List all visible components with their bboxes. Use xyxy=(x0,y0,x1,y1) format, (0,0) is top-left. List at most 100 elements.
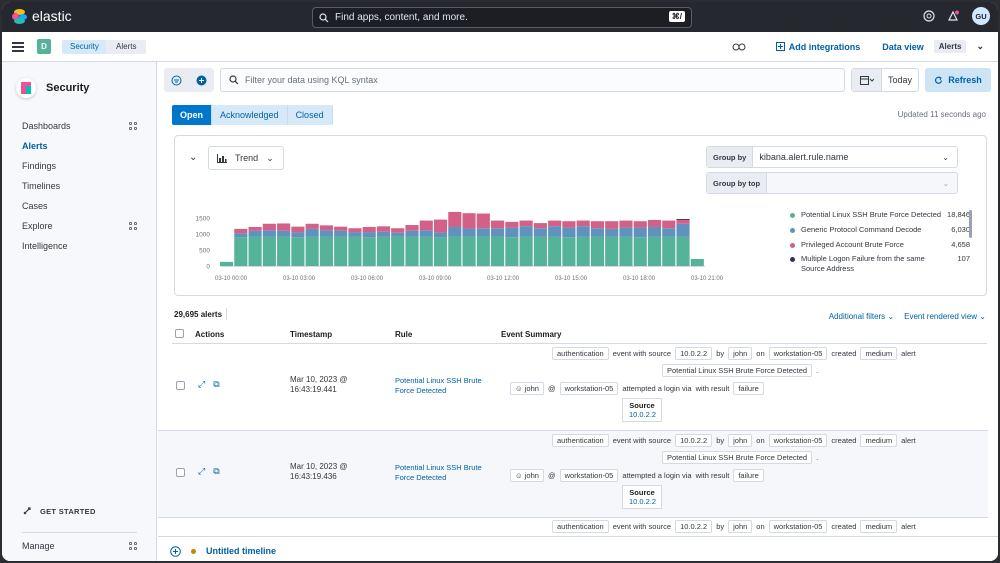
group-by-select[interactable]: Group by kibana.alert.rule.name ⌄ xyxy=(706,146,958,168)
chart-bar-segment[interactable] xyxy=(590,228,605,237)
chart-bar-segment[interactable] xyxy=(491,236,505,266)
group-by-top-select[interactable]: Group by top ⌄ xyxy=(706,172,958,194)
chart-bar-segment[interactable] xyxy=(319,230,333,237)
chart-bar-segment[interactable] xyxy=(291,232,305,238)
saved-query-icon[interactable] xyxy=(171,75,182,86)
chart-bar-segment[interactable] xyxy=(548,226,562,237)
chart-bar-segment[interactable] xyxy=(505,221,519,228)
chart-bar-segment[interactable] xyxy=(476,236,490,266)
chart-bar-segment[interactable] xyxy=(476,213,490,229)
chart-bar-segment[interactable] xyxy=(433,232,448,238)
chart-bar-segment[interactable] xyxy=(362,226,376,233)
severity-tag[interactable]: medium xyxy=(860,346,898,360)
grid-icon[interactable] xyxy=(129,222,137,230)
chart-bar-segment[interactable] xyxy=(234,228,248,234)
chart-bar-segment[interactable] xyxy=(605,236,619,266)
legend-item[interactable]: Privileged Account Brute Force 4,658 xyxy=(790,240,970,250)
chart-bar-segment[interactable] xyxy=(533,228,547,237)
chart-bar-segment[interactable] xyxy=(277,230,291,237)
legend-scrollbar[interactable] xyxy=(969,210,972,238)
chart-bar-segment[interactable] xyxy=(505,237,519,266)
chart-bar-segment[interactable] xyxy=(376,231,391,237)
chevron-down-icon[interactable]: ⌄ xyxy=(976,41,984,51)
chart-bar-segment[interactable] xyxy=(576,226,590,237)
column-rule[interactable]: Rule xyxy=(395,330,413,339)
chart-bar-segment[interactable] xyxy=(220,261,234,266)
chart-bar-segment[interactable] xyxy=(676,223,690,237)
chart-bar-segment[interactable] xyxy=(533,223,547,229)
chart-bar-segment[interactable] xyxy=(262,223,276,231)
source-ip-tag[interactable]: 10.0.2.2 xyxy=(675,433,713,447)
legend-item[interactable]: Potential Linux SSH Brute Force Detected… xyxy=(790,210,970,220)
host-tag[interactable]: workstation-05 xyxy=(559,381,619,395)
user-tag[interactable]: john xyxy=(728,346,753,360)
chart-bar-segment[interactable] xyxy=(647,236,662,266)
chart-bar-segment[interactable] xyxy=(248,236,262,266)
sidebar-item-intelligence[interactable]: Intelligence xyxy=(22,241,68,251)
chart-bar-segment[interactable] xyxy=(448,211,462,227)
chart-bar-segment[interactable] xyxy=(305,236,319,266)
menu-toggle-icon[interactable] xyxy=(12,42,24,52)
chart-bar-segment[interactable] xyxy=(376,226,391,232)
calendar-icon[interactable] xyxy=(852,69,882,91)
tab-closed[interactable]: Closed xyxy=(287,105,333,125)
analyze-graph-icon[interactable]: ⧉ xyxy=(213,466,220,476)
chart-bar-segment[interactable] xyxy=(676,218,690,220)
sidebar-item-explore[interactable]: Explore xyxy=(22,216,137,236)
chart-bar-segment[interactable] xyxy=(462,236,476,266)
sidebar-item-dashboards[interactable]: Dashboards xyxy=(22,116,137,136)
severity-tag[interactable]: medium xyxy=(860,433,898,447)
chart-bar-segment[interactable] xyxy=(234,233,248,238)
chart-bar-segment[interactable] xyxy=(491,220,505,229)
timeline-title[interactable]: Untitled timeline xyxy=(206,546,277,556)
space-selector[interactable]: D xyxy=(37,39,51,54)
elastic-logo[interactable]: elastic xyxy=(12,8,72,24)
chart-bar-segment[interactable] xyxy=(348,232,362,237)
user-tag[interactable]: ☺ john xyxy=(510,381,544,395)
chart-bar-segment[interactable] xyxy=(362,237,376,266)
chevron-down-icon[interactable]: ⌄ xyxy=(189,152,198,163)
chart-bar-segment[interactable] xyxy=(405,225,419,231)
chart-bar-segment[interactable] xyxy=(647,219,662,227)
chart-bar-segment[interactable] xyxy=(562,227,576,238)
chart-bar-segment[interactable] xyxy=(662,220,676,229)
chart-bar-segment[interactable] xyxy=(419,230,433,237)
date-picker[interactable]: Today xyxy=(851,68,919,92)
chart-bar-segment[interactable] xyxy=(533,236,547,266)
sidebar-item-findings[interactable]: Findings xyxy=(22,161,57,171)
global-search-input[interactable]: Find apps, content, and more. ⌘/ xyxy=(312,7,692,28)
select-all-checkbox[interactable] xyxy=(175,329,184,338)
breadcrumb-security[interactable]: Security xyxy=(62,40,107,54)
rule-name-tag[interactable]: Potential Linux SSH Brute Force Detected xyxy=(662,451,813,464)
expand-icon[interactable]: ⤢ xyxy=(198,379,206,389)
column-actions[interactable]: Actions xyxy=(195,330,225,339)
chart-bar-segment[interactable] xyxy=(448,226,462,237)
event-rendered-view-button[interactable]: Event rendered view ⌄ xyxy=(904,312,986,321)
sidebar-item-manage[interactable]: Manage xyxy=(22,532,137,551)
chart-bar-segment[interactable] xyxy=(305,223,319,229)
chart-bar-segment[interactable] xyxy=(433,237,448,266)
grid-icon[interactable] xyxy=(129,542,137,550)
chart-bar-segment[interactable] xyxy=(605,228,619,237)
source-ip-link[interactable]: 10.0.2.2 xyxy=(629,497,657,506)
kql-search-input[interactable]: Filter your data using KQL syntax xyxy=(220,68,845,92)
result-tag[interactable]: failure xyxy=(733,468,764,482)
data-view-value[interactable]: Alerts xyxy=(933,40,967,53)
chart-bar-segment[interactable] xyxy=(519,226,533,237)
news-feed-icon[interactable] xyxy=(947,10,960,22)
chart-bar-segment[interactable] xyxy=(633,221,647,228)
sidebar-item-alerts[interactable]: Alerts xyxy=(22,141,48,151)
chart-bar-segment[interactable] xyxy=(462,228,476,237)
row-rule-link[interactable]: Potential Linux SSH Brute Force Detected xyxy=(395,376,482,396)
chart-bar-segment[interactable] xyxy=(433,219,448,233)
add-timeline-icon[interactable] xyxy=(170,545,181,557)
row-rule-link[interactable]: Potential Linux SSH Brute Force Detected xyxy=(395,463,482,483)
grid-icon[interactable] xyxy=(129,122,137,130)
chart-bar-segment[interactable] xyxy=(277,223,291,231)
chart-bar-segment[interactable] xyxy=(548,220,562,227)
chart-bar-segment[interactable] xyxy=(348,228,362,233)
expand-icon[interactable]: ⤢ xyxy=(198,466,206,476)
chart-bar-segment[interactable] xyxy=(676,236,690,266)
get-started-link[interactable]: GET STARTED xyxy=(22,506,96,516)
chart-bar-segment[interactable] xyxy=(647,226,662,237)
